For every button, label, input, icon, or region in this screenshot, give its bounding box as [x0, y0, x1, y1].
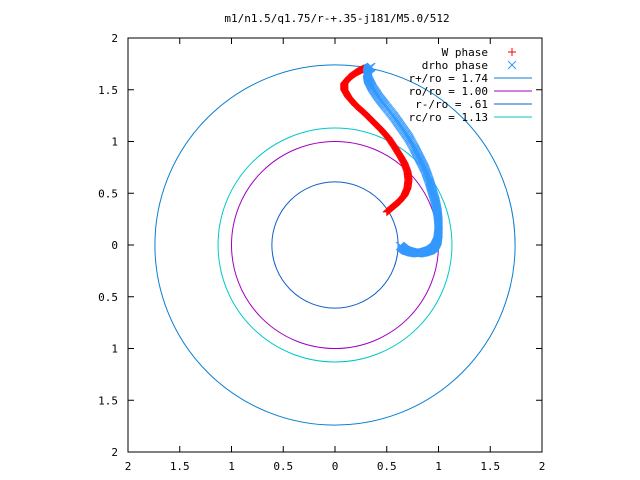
y-tick-label: 1	[111, 343, 118, 356]
y-tick-label: 0.5	[98, 187, 118, 200]
data-point	[366, 62, 376, 72]
legend-label: r+/ro = 1.74	[409, 72, 489, 85]
x-tick-label: 1.5	[480, 460, 500, 473]
circle-r-ro-1-74	[154, 64, 516, 426]
legend-label: r-/ro = .61	[415, 98, 488, 111]
x-tick-label: 0.5	[273, 460, 293, 473]
legend-label: W phase	[442, 46, 488, 59]
y-tick-label: 1	[111, 136, 118, 149]
x-tick-label: 1.5	[170, 460, 190, 473]
x-tick-label: 1	[435, 460, 442, 473]
y-tick-label: 2	[111, 446, 118, 459]
chart-title: m1/n1.5/q1.75/r-+.35-j181/M5.0/512	[224, 12, 449, 25]
x-tick-label: 2	[125, 460, 132, 473]
legend-label: rc/ro = 1.13	[409, 111, 488, 124]
x-tick-label: 0.5	[377, 460, 397, 473]
legend-marker	[508, 48, 516, 56]
circle-r-ro-61	[271, 181, 399, 309]
axis-ticks: 2 1.5 1 0.5 0 0.5 1 1.5 221.510.500.511.52	[98, 32, 545, 473]
legend-marker	[507, 60, 517, 70]
y-tick-label: 0	[111, 239, 118, 252]
legend-label: drho phase	[422, 59, 488, 72]
data-series	[340, 62, 443, 258]
circle-rc-ro-1-13	[217, 127, 453, 363]
y-tick-label: 1.5	[98, 84, 118, 97]
y-tick-label: 1.5	[98, 394, 118, 407]
legend-label: ro/ro = 1.00	[409, 85, 488, 98]
x-tick-label: 1	[228, 460, 235, 473]
y-tick-label: 2	[111, 32, 118, 45]
x-tick-label: 2	[539, 460, 546, 473]
x-tick-label: 0	[332, 460, 339, 473]
y-tick-label: 0.5	[98, 291, 118, 304]
